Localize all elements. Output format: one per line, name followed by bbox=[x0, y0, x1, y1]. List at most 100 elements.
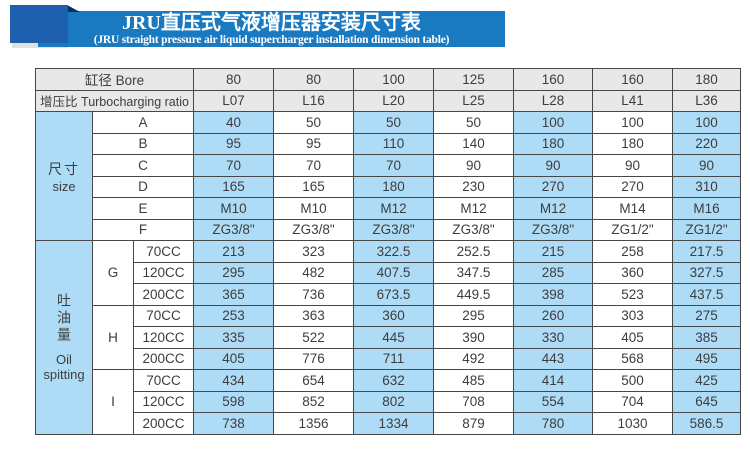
dim-cell: 252.5 bbox=[433, 240, 514, 263]
dim-cell: 90 bbox=[592, 154, 673, 177]
cc-label: 200CC bbox=[133, 283, 194, 306]
dim-cell: M12 bbox=[513, 197, 593, 220]
dim-cell: 323 bbox=[273, 240, 354, 263]
dim-cell: 360 bbox=[353, 304, 434, 327]
dim-cell: 802 bbox=[353, 390, 434, 413]
dim-cell: 449.5 bbox=[433, 283, 514, 306]
dim-cell: 495 bbox=[672, 347, 741, 370]
dim-cell: 100 bbox=[513, 111, 593, 134]
dim-cell: 390 bbox=[433, 326, 514, 349]
dim-cell: 303 bbox=[592, 304, 673, 327]
dim-cell: M10 bbox=[273, 197, 354, 220]
table-row-size-F: F ZG3/8" ZG3/8" ZG3/8" ZG3/8" ZG3/8" ZG1… bbox=[36, 218, 741, 241]
dim-cell: 330 bbox=[513, 326, 593, 349]
cc-label: 120CC bbox=[133, 390, 194, 413]
oil-group-key: I bbox=[92, 369, 134, 435]
dim-cell: 405 bbox=[592, 326, 673, 349]
cc-label: 70CC bbox=[133, 369, 194, 392]
page-title: JRU直压式气液增压器安装尺寸表 bbox=[122, 12, 421, 34]
dim-cell: 322.5 bbox=[353, 240, 434, 263]
bore-value: 100 bbox=[353, 68, 434, 91]
dim-cell: 165 bbox=[193, 175, 274, 198]
dim-cell: 110 bbox=[353, 132, 434, 155]
dim-key: D bbox=[92, 175, 194, 198]
dim-cell: 1334 bbox=[353, 412, 434, 435]
dim-cell: 270 bbox=[592, 175, 673, 198]
table-row-oil-H-200: 200CC 405 776 711 492 443 568 495 bbox=[36, 347, 741, 370]
dim-cell: 347.5 bbox=[433, 261, 514, 284]
dim-cell: 708 bbox=[433, 390, 514, 413]
dim-cell: 50 bbox=[433, 111, 514, 134]
dim-cell: 365 bbox=[193, 283, 274, 306]
dim-cell: ZG1/2" bbox=[672, 218, 741, 241]
dim-cell: 522 bbox=[273, 326, 354, 349]
cc-label: 200CC bbox=[133, 412, 194, 435]
dim-cell: 95 bbox=[273, 132, 354, 155]
table-row-oil-I-200: 200CC 738 1356 1334 879 780 1030 586.5 bbox=[36, 412, 741, 435]
size-label-cn: 尺寸 bbox=[48, 160, 80, 177]
dim-cell: 335 bbox=[193, 326, 274, 349]
ratio-value: L41 bbox=[592, 89, 673, 112]
ratio-value: L16 bbox=[273, 89, 354, 112]
dim-cell: 100 bbox=[592, 111, 673, 134]
table-row-oil-H-120: 120CC 335 522 445 390 330 405 385 bbox=[36, 326, 741, 349]
dim-key: B bbox=[92, 132, 194, 155]
dim-cell: 554 bbox=[513, 390, 593, 413]
cc-label: 70CC bbox=[133, 240, 194, 263]
dim-cell: 90 bbox=[513, 154, 593, 177]
dim-cell: 213 bbox=[193, 240, 274, 263]
size-label-en: size bbox=[52, 178, 76, 194]
dim-cell: 253 bbox=[193, 304, 274, 327]
dim-cell: M16 bbox=[672, 197, 741, 220]
dim-cell: 586.5 bbox=[672, 412, 741, 435]
table-row-oil-G-70: 吐油量 Oil spitting G 70CC 213 323 322.5 25… bbox=[35, 240, 741, 435]
dim-cell: 165 bbox=[273, 175, 354, 198]
cc-label: 120CC bbox=[133, 261, 194, 284]
dim-cell: 70 bbox=[193, 154, 274, 177]
dim-cell: 275 bbox=[672, 304, 741, 327]
dim-cell: 70 bbox=[273, 154, 354, 177]
dim-cell: 398 bbox=[513, 283, 593, 306]
title-banner: JRU直压式气液增压器安装尺寸表 (JRU straight pressure … bbox=[38, 11, 505, 47]
table-row-size-E: E M10 M10 M12 M12 M12 M14 M16 bbox=[36, 197, 741, 220]
table-row-oil-H-70: H 70CC 253 363 360 295 260 303 275 bbox=[36, 304, 741, 370]
table-row-oil-I-120: 120CC 598 852 802 708 554 704 645 bbox=[36, 390, 741, 413]
dim-cell: 260 bbox=[513, 304, 593, 327]
oil-label-cn: 吐油量 bbox=[56, 292, 72, 344]
dim-cell: 632 bbox=[353, 369, 434, 392]
dim-cell: 217.5 bbox=[672, 240, 741, 263]
ratio-value: L20 bbox=[353, 89, 434, 112]
dim-cell: 482 bbox=[273, 261, 354, 284]
dim-key: A bbox=[92, 111, 194, 134]
dim-cell: 776 bbox=[273, 347, 354, 370]
dim-cell: 363 bbox=[273, 304, 354, 327]
dim-cell: 405 bbox=[193, 347, 274, 370]
table-row-size-C: C 70 70 70 90 90 90 90 bbox=[36, 154, 741, 177]
dim-cell: 434 bbox=[193, 369, 274, 392]
dim-key: F bbox=[92, 218, 194, 241]
oil-group-key: G bbox=[92, 240, 134, 306]
ratio-value: L36 bbox=[672, 89, 741, 112]
dim-cell: 736 bbox=[273, 283, 354, 306]
cc-label: 70CC bbox=[133, 304, 194, 327]
dim-cell: ZG3/8" bbox=[353, 218, 434, 241]
dim-cell: 385 bbox=[672, 326, 741, 349]
bore-value: 125 bbox=[433, 68, 514, 91]
dim-cell: 230 bbox=[433, 175, 514, 198]
dim-cell: 500 bbox=[592, 369, 673, 392]
dim-cell: 780 bbox=[513, 412, 593, 435]
dim-cell: 485 bbox=[433, 369, 514, 392]
dim-key: E bbox=[92, 197, 194, 220]
ratio-value: L28 bbox=[513, 89, 593, 112]
dim-cell: 654 bbox=[273, 369, 354, 392]
dim-cell: 285 bbox=[513, 261, 593, 284]
dim-cell: 879 bbox=[433, 412, 514, 435]
bore-value: 80 bbox=[193, 68, 274, 91]
dim-cell: 673.5 bbox=[353, 283, 434, 306]
dim-cell: 492 bbox=[433, 347, 514, 370]
dimension-table: 缸径 Bore 80 80 100 125 160 160 180 增压比 Tu… bbox=[35, 68, 741, 435]
dim-cell: 70 bbox=[353, 154, 434, 177]
dim-cell: ZG3/8" bbox=[433, 218, 514, 241]
bore-value: 160 bbox=[513, 68, 593, 91]
dim-cell: 327.5 bbox=[672, 261, 741, 284]
